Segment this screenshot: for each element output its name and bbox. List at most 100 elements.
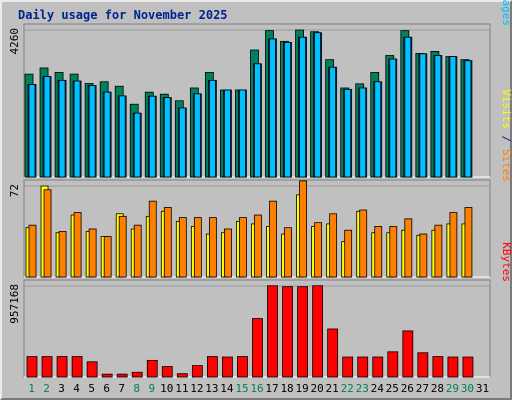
usage-right-label-part: Pages bbox=[500, 0, 512, 26]
pages-bar bbox=[208, 79, 216, 178]
pages-bar bbox=[329, 66, 337, 178]
sites-bar bbox=[269, 200, 277, 278]
sites-bar bbox=[344, 229, 353, 278]
day-tick-label: 3 bbox=[58, 382, 65, 395]
pages-bar bbox=[404, 36, 412, 178]
day-tick-label: 21 bbox=[326, 382, 339, 395]
kbytes-bar bbox=[26, 356, 38, 378]
kbytes-bar bbox=[161, 366, 173, 378]
visitors-y-max-label: 72 bbox=[8, 184, 21, 197]
sites-bar bbox=[88, 228, 97, 278]
kbytes-bar bbox=[342, 356, 354, 378]
day-tick-label: 20 bbox=[311, 382, 324, 395]
sites-bar bbox=[239, 217, 247, 278]
sites-bar bbox=[133, 224, 142, 278]
day-tick-label: 8 bbox=[133, 382, 140, 395]
day-tick-label: 29 bbox=[446, 382, 459, 395]
day-tick-label: 18 bbox=[280, 382, 293, 395]
pages-bar bbox=[359, 87, 367, 178]
kbytes-bar bbox=[206, 356, 218, 378]
day-tick-label: 22 bbox=[341, 382, 354, 395]
day-tick-label: 14 bbox=[220, 382, 234, 395]
sites-bar bbox=[389, 226, 398, 278]
kbytes-bar bbox=[462, 356, 474, 378]
kbytes-bar bbox=[447, 356, 459, 378]
pages-bar bbox=[73, 80, 81, 178]
sites-bar bbox=[58, 231, 67, 278]
sites-bar bbox=[464, 207, 473, 278]
pages-bar bbox=[254, 63, 261, 178]
sites-bar bbox=[103, 236, 112, 278]
kbytes-bar bbox=[312, 285, 324, 378]
pages-bar bbox=[118, 95, 126, 178]
pages-bar bbox=[58, 79, 66, 178]
sites-bar bbox=[224, 228, 232, 278]
day-tick-label: 4 bbox=[73, 382, 80, 395]
sites-bar bbox=[43, 189, 52, 278]
visitors-right-label-part: / bbox=[500, 129, 512, 149]
usage-y-max-label: 4260 bbox=[8, 28, 21, 55]
day-tick-label: 7 bbox=[118, 382, 125, 395]
sites-bar bbox=[163, 207, 172, 278]
kbytes-bar bbox=[357, 356, 369, 378]
day-tick-label: 28 bbox=[431, 382, 444, 395]
day-tick-label: 26 bbox=[401, 382, 414, 395]
pages-bar bbox=[269, 38, 276, 178]
visitors-right-label: Visits / Sites bbox=[500, 89, 512, 182]
day-tick-label: 19 bbox=[295, 382, 308, 395]
pages-bar bbox=[103, 91, 111, 178]
kbytes-bar bbox=[432, 356, 444, 378]
pages-bar bbox=[299, 36, 306, 178]
sites-bar bbox=[254, 214, 262, 278]
kbytes-bar bbox=[176, 373, 188, 378]
kbytes-bar bbox=[146, 359, 158, 378]
sites-bar bbox=[404, 218, 413, 278]
pages-bar bbox=[133, 112, 141, 178]
pages-bar bbox=[284, 42, 291, 178]
sites-bar bbox=[118, 215, 127, 278]
pages-bar bbox=[314, 32, 322, 178]
pages-bar bbox=[224, 89, 231, 178]
day-tick-label: 10 bbox=[160, 382, 173, 395]
day-tick-label: 6 bbox=[103, 382, 110, 395]
kbytes-right-label-part: KBytes bbox=[500, 242, 512, 282]
sites-bar bbox=[299, 180, 307, 278]
sites-bar bbox=[359, 209, 368, 278]
pages-bar bbox=[28, 84, 36, 178]
kbytes-bar bbox=[417, 352, 429, 378]
kbytes-right-label: KBytes bbox=[500, 242, 512, 282]
pages-bar bbox=[88, 85, 96, 178]
sites-bar bbox=[434, 224, 443, 278]
kbytes-bar bbox=[101, 373, 113, 378]
kbytes-bar bbox=[267, 285, 278, 378]
pages-bar bbox=[344, 88, 352, 178]
kbytes-bar bbox=[86, 361, 98, 378]
sites-bar bbox=[284, 227, 292, 278]
kbytes-bar bbox=[222, 356, 233, 378]
pages-bar bbox=[163, 97, 171, 178]
pages-bar bbox=[193, 93, 201, 178]
usage-right-label: Hits / Files / Pages bbox=[500, 0, 512, 26]
pages-bar bbox=[434, 55, 442, 178]
sites-bar bbox=[73, 212, 82, 278]
kbytes-bar bbox=[372, 356, 384, 378]
pages-bar bbox=[239, 89, 246, 178]
kbytes-bar bbox=[41, 356, 53, 378]
chart-title: Daily usage for November 2025 bbox=[18, 8, 228, 22]
day-tick-label: 23 bbox=[356, 382, 369, 395]
day-tick-label: 13 bbox=[205, 382, 218, 395]
pages-bar bbox=[449, 56, 457, 178]
sites-bar bbox=[208, 217, 217, 278]
sites-bar bbox=[193, 217, 202, 278]
day-tick-label: 9 bbox=[148, 382, 155, 395]
pages-bar bbox=[43, 76, 51, 178]
day-tick-label: 15 bbox=[235, 382, 248, 395]
kbytes-bar bbox=[252, 318, 263, 378]
day-tick-label: 5 bbox=[88, 382, 95, 395]
day-tick-label: 30 bbox=[461, 382, 474, 395]
kbytes-bar bbox=[327, 328, 339, 378]
kbytes-bar bbox=[237, 356, 248, 378]
kbytes-bar bbox=[71, 356, 83, 378]
kbytes-bar bbox=[131, 371, 143, 378]
sites-bar bbox=[449, 212, 458, 278]
